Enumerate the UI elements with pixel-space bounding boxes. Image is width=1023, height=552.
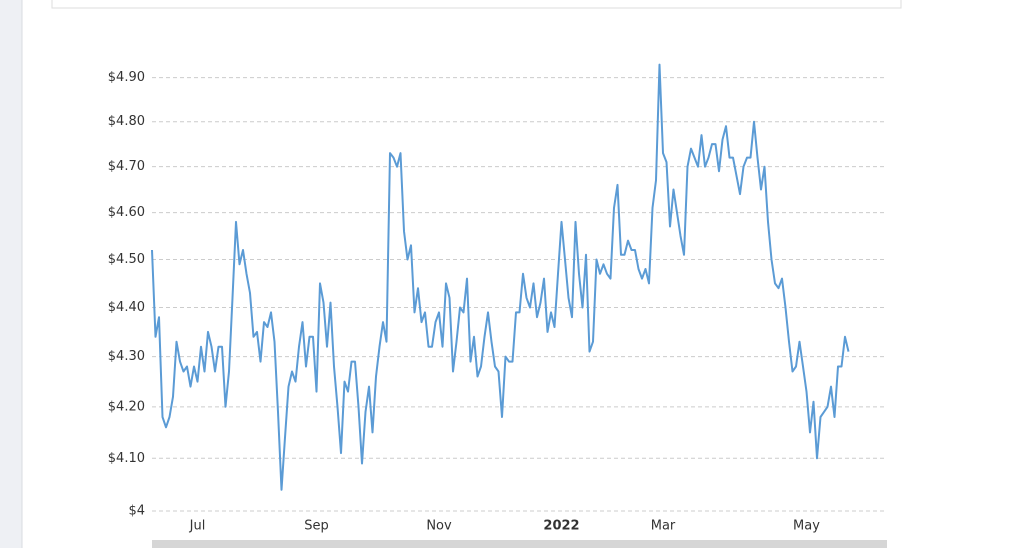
x-tick-label: May	[793, 519, 820, 534]
table-edge	[51, 0, 902, 9]
y-tick-label: $4.50	[108, 252, 145, 267]
y-tick-label: $4.20	[108, 399, 145, 414]
y-tick-label: $4.80	[108, 114, 145, 129]
side-strip	[0, 0, 22, 548]
y-tick-label: $4.90	[108, 70, 145, 85]
y-tick-label: $4.10	[108, 451, 145, 466]
y-tick-label: $4.60	[108, 205, 145, 220]
x-tick-label: Jul	[189, 519, 206, 534]
x-tick-label: 2022	[543, 519, 579, 534]
y-tick-label: $4.70	[108, 159, 145, 174]
x-tick-label: Nov	[426, 519, 452, 534]
plot: $4 $4.10 $4.20 $4.30 $4.40 $4.50 $4.60 $4.70 $4.…	[108, 63, 887, 534]
x-tick-label: Mar	[651, 519, 676, 534]
navigator	[152, 540, 887, 548]
x-tick-label: Sep	[304, 519, 329, 534]
price-line	[151, 63, 850, 491]
y-tick-label: $4	[128, 504, 145, 519]
y-tick-label: $4.30	[108, 349, 145, 364]
y-tick-label: $4.40	[108, 300, 145, 315]
